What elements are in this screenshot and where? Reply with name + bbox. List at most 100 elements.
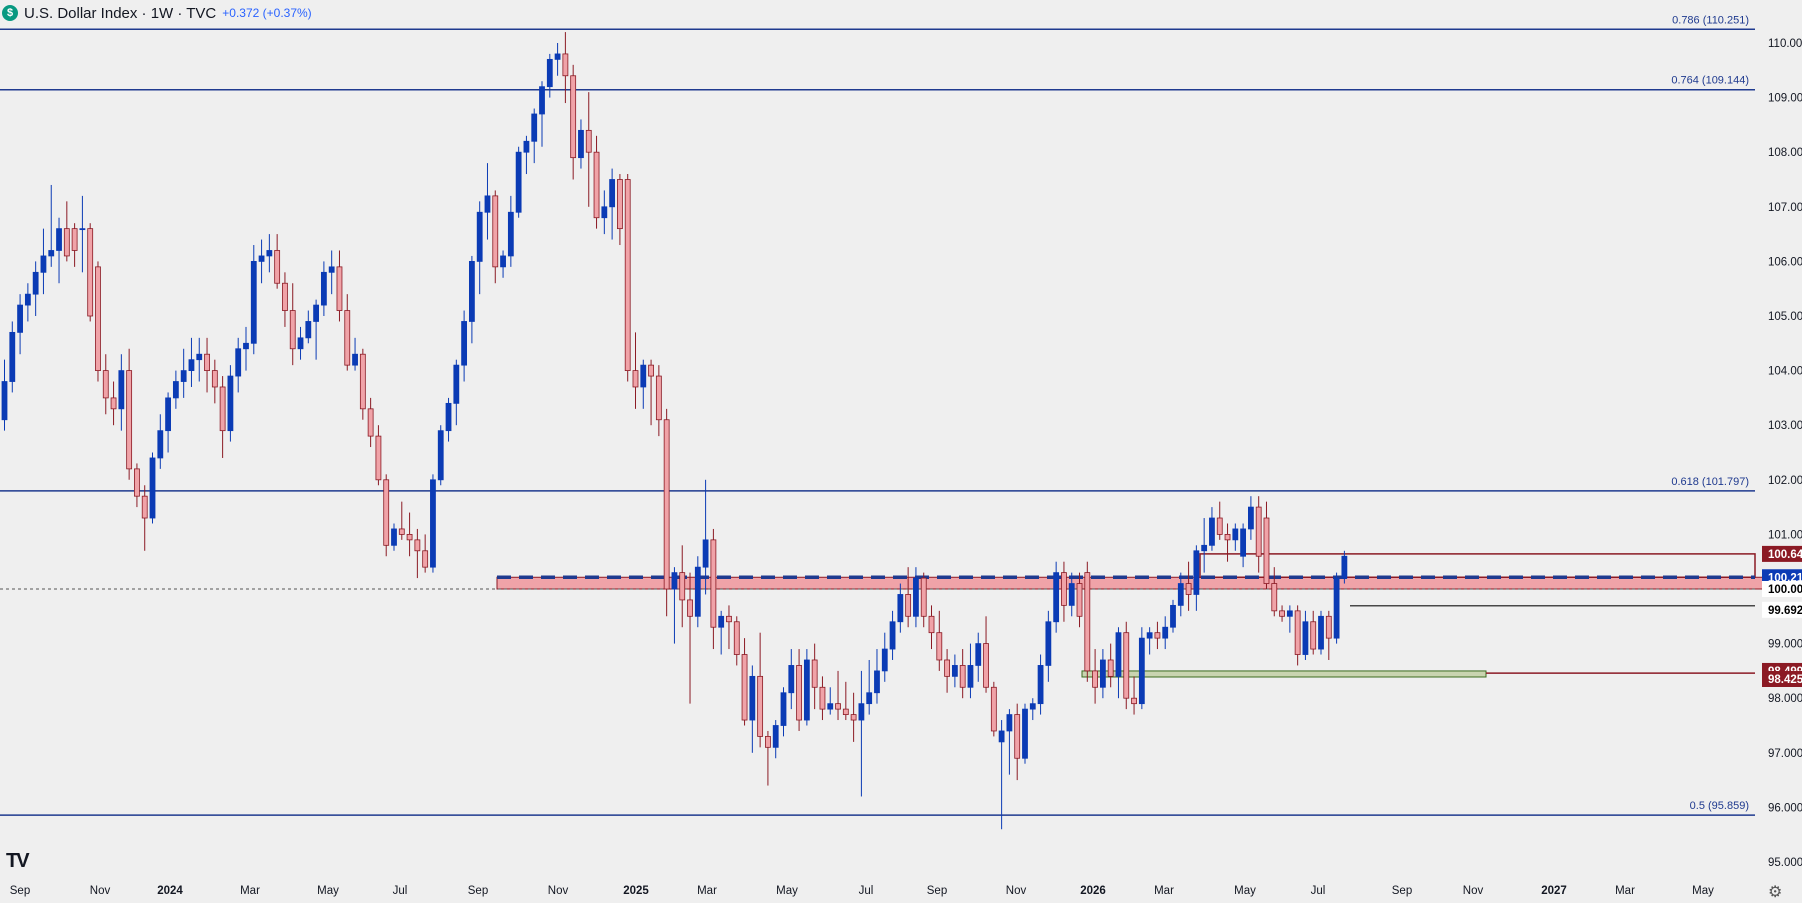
candle [430, 474, 436, 573]
candle-body [24, 293, 31, 306]
candle [905, 567, 912, 628]
candle-body [398, 528, 405, 535]
candle [1201, 518, 1208, 573]
candle-body [920, 577, 927, 617]
candle [835, 670, 841, 721]
candle-body [1162, 626, 1169, 639]
candle [1224, 523, 1231, 562]
candle-body [1107, 659, 1114, 677]
candle-body [1201, 544, 1208, 552]
candle-body [468, 260, 475, 322]
price-tag-text: 100.643 [1768, 549, 1802, 561]
x-tick-label: Sep [1392, 885, 1412, 897]
candle [687, 572, 693, 704]
candle-body [453, 364, 460, 404]
candle-body [406, 534, 413, 541]
candle-body [928, 615, 935, 634]
candle-body [1310, 621, 1317, 650]
candle [484, 163, 491, 240]
candle [780, 687, 787, 737]
candle-body [1154, 632, 1161, 639]
gear-icon[interactable]: ⚙ [1768, 884, 1783, 901]
candle [63, 201, 70, 262]
candle-body [648, 364, 654, 377]
candle-body [71, 228, 78, 251]
candle-body [632, 370, 639, 388]
candle-body [881, 648, 888, 672]
candle-body [1138, 637, 1145, 705]
y-tick-label: 109.000 [1768, 93, 1802, 105]
y-tick-label: 96.000 [1768, 802, 1802, 814]
x-tick-label: Sep [927, 885, 947, 897]
candle [1061, 561, 1067, 622]
candle [1029, 698, 1036, 721]
candle [562, 32, 569, 104]
candle [507, 195, 514, 267]
candle-body [227, 375, 234, 432]
y-tick-label: 99.000 [1768, 639, 1802, 651]
y-tick-label: 97.000 [1768, 748, 1802, 760]
candle-body [126, 370, 133, 470]
candle-body [1029, 703, 1036, 710]
dollar-circle-icon: $ [2, 5, 18, 21]
y-tick-label: 103.000 [1768, 420, 1802, 432]
candle [694, 556, 701, 628]
candle [398, 501, 405, 540]
price-tag[interactable]: 100.643 [1762, 545, 1802, 562]
candle [336, 250, 343, 322]
candle [453, 359, 460, 426]
price-tag[interactable]: 99.692 [1762, 601, 1802, 618]
price-tag[interactable]: 100.000 [1762, 581, 1802, 597]
candle [468, 255, 475, 344]
candle-body [1248, 506, 1254, 530]
candle [983, 616, 989, 693]
candle [305, 310, 312, 344]
candle-body [1014, 714, 1021, 759]
price-tag-text: 100.000 [1768, 584, 1802, 596]
candle-body [157, 430, 164, 459]
candle [180, 348, 187, 398]
candle [1022, 703, 1028, 764]
x-tick-label: 2026 [1080, 885, 1106, 897]
candle [126, 348, 133, 480]
candle-body [1341, 555, 1348, 579]
candle-body [515, 151, 522, 213]
candle [585, 92, 592, 207]
candle [632, 332, 639, 409]
candle [1177, 572, 1184, 617]
candle [110, 381, 117, 426]
x-tick-label: 2025 [623, 885, 649, 897]
candle-body [95, 266, 101, 371]
candle [56, 217, 62, 284]
symbol-title[interactable]: U.S. Dollar Index · 1W · TVC [24, 4, 217, 22]
candle [1185, 561, 1192, 611]
tradingview-logo[interactable]: TV [6, 850, 30, 872]
candle-body [990, 686, 997, 732]
candle [624, 174, 631, 382]
candle-body [1146, 632, 1153, 639]
candle-body [359, 353, 366, 410]
candle-body [134, 468, 140, 497]
x-tick-label: 2024 [157, 885, 183, 897]
candle [1318, 610, 1324, 655]
candle-body [702, 539, 709, 568]
candle [1092, 649, 1098, 704]
candle [328, 250, 335, 295]
candle-body [562, 53, 569, 77]
candle-body [282, 282, 288, 311]
fib-label: 0.618 (101.797) [1671, 476, 1749, 488]
candle-body [476, 211, 483, 262]
candle [437, 425, 444, 486]
candle-body [788, 665, 795, 694]
candle [157, 414, 164, 469]
candle-body [889, 621, 896, 650]
candle-body [1271, 583, 1278, 612]
candle-body [297, 337, 304, 350]
price-tag[interactable]: 98.425 [1762, 670, 1802, 687]
candle [1286, 605, 1293, 633]
candle [1310, 610, 1317, 655]
candle [414, 528, 421, 579]
candle [718, 610, 725, 655]
candle-body [1006, 714, 1013, 732]
